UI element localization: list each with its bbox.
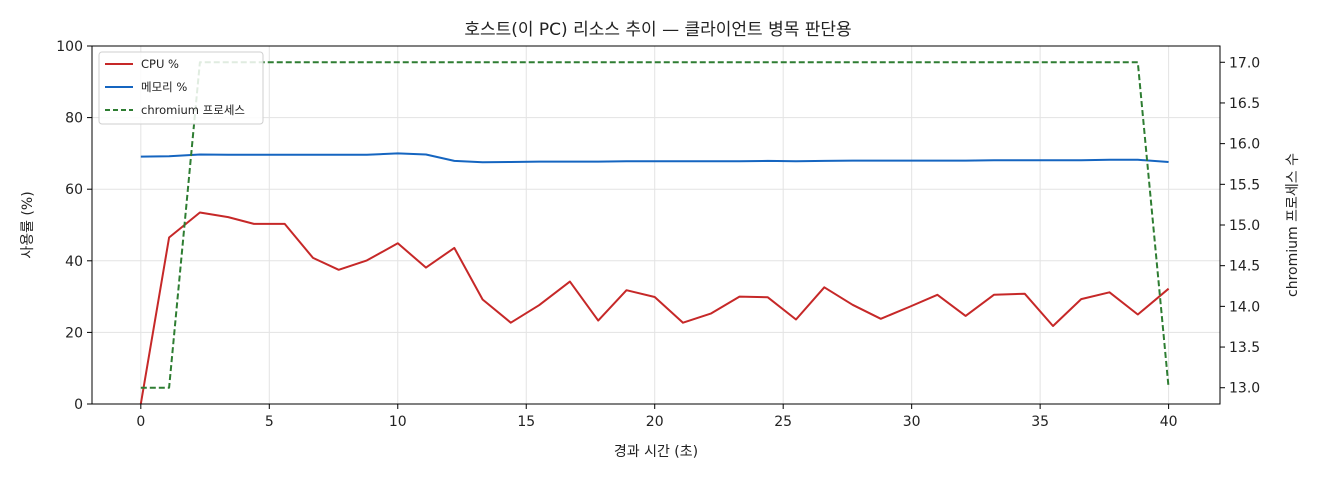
y-tick-label: 0 (74, 397, 83, 413)
tick-layer: 0 5 10 15 20 25 30 35 40 0 20 40 60 80 100 13.0 13.5 14.0… (56, 39, 1260, 430)
y-tick-label: 60 (65, 182, 83, 198)
y-tick-label: 80 (65, 111, 83, 127)
legend: CPU % 메모리 % chromium 프로세스 (98, 51, 264, 125)
x-tick-label: 20 (646, 414, 664, 430)
y2-axis-label: chromium 프로세스 수 (1285, 153, 1301, 297)
x-tick-label: 0 (136, 414, 145, 430)
y2-tick-label: 15.0 (1229, 218, 1260, 234)
y-tick-label: 100 (56, 39, 83, 55)
x-tick-label: 30 (903, 414, 921, 430)
x-tick-label: 15 (517, 414, 535, 430)
y2-tick-label: 13.0 (1229, 381, 1260, 397)
legend-label-3: chromium 프로세스 (141, 103, 245, 117)
y2-tick-label: 16.5 (1229, 96, 1260, 112)
y2-tick-label: 16.0 (1229, 137, 1260, 153)
x-tick-label: 5 (265, 414, 274, 430)
y2-tick-label: 14.0 (1229, 299, 1260, 315)
chart-title: 호스트(이 PC) 리소스 추이 — 클라이언트 병목 판단용 (464, 20, 851, 40)
series-line-1 (139, 211, 1170, 405)
x-tick-label: 10 (389, 414, 407, 430)
y2-tick-label: 17.0 (1229, 55, 1260, 71)
y-tick-label: 40 (65, 254, 83, 270)
y-tick-label: 20 (65, 325, 83, 341)
y2-tick-label: 14.5 (1229, 259, 1260, 275)
y2-tick-label: 13.5 (1229, 340, 1260, 356)
legend-label-1: CPU % (141, 57, 179, 71)
y-axis-label: 사용률 (%) (20, 191, 36, 258)
x-tick-label: 40 (1160, 414, 1178, 430)
y2-tick-label: 15.5 (1229, 177, 1260, 193)
x-tick-label: 35 (1031, 414, 1049, 430)
series-line-2 (140, 152, 1169, 164)
x-axis-label: 경과 시간 (초) (614, 444, 698, 460)
legend-box (98, 51, 264, 125)
x-tick-label: 25 (774, 414, 792, 430)
legend-label-2: 메모리 % (141, 80, 187, 94)
